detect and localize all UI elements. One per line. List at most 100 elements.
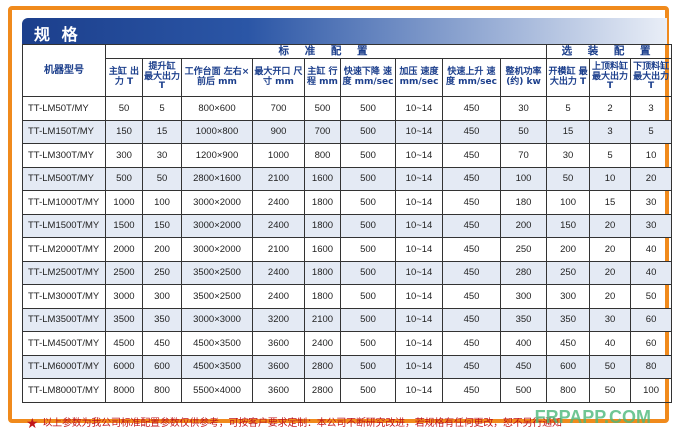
value-cell: 30 [589,307,632,332]
value-cell: 500 [340,237,396,262]
value-cell: 20 [630,166,673,191]
value-cell: 2100 [304,307,341,332]
value-cell: 450 [442,143,501,168]
value-cell: 4500×3500 [181,331,253,356]
model-cell: TT-LM50T/MY [22,96,106,121]
value-cell: 20 [589,237,632,262]
value-cell: 8000 [105,378,143,403]
model-cell: TT-LM8000T/MY [22,378,106,403]
value-cell: 1800 [304,190,341,215]
value-cell: 450 [499,354,548,379]
value-cell: 30 [142,143,182,168]
value-cell: 300 [546,284,591,309]
value-cell: 2100 [252,237,305,262]
value-cell: 500 [340,378,396,403]
value-cell: 4500 [105,331,143,356]
value-cell: 450 [442,284,501,309]
value-cell: 800×600 [181,96,253,121]
value-cell: 40 [589,331,632,356]
model-cell: TT-LM4500T/MY [22,331,106,356]
value-cell: 10~14 [395,166,443,191]
value-cell: 600 [142,354,182,379]
model-cell: TT-LM2000T/MY [22,237,106,262]
value-cell: 6000 [105,354,143,379]
value-cell: 10~14 [395,284,443,309]
column-header: 上顶料缸 最大出力 T [589,58,632,97]
value-cell: 5 [546,96,591,121]
value-cell: 500 [340,260,396,285]
value-cell: 2800×1600 [181,166,253,191]
value-cell: 450 [442,354,501,379]
table-row: TT-LM8000T/MY 8000 800 5500×4000 3600 2800 500… [22,378,673,403]
table-row: TT-LM300T/MY 300 30 1200×900 1000 800 500 10~14… [22,143,673,168]
value-cell: 10~14 [395,213,443,238]
column-header: 整机功率 (约) kw [499,58,548,97]
section-title: 规 格 [34,25,81,44]
value-cell: 3000×3000 [181,307,253,332]
value-cell: 20 [589,284,632,309]
value-cell: 5500×4000 [181,378,253,403]
value-cell: 500 [499,378,548,403]
value-cell: 450 [142,331,182,356]
value-cell: 2 [589,96,632,121]
value-cell: 40 [630,260,673,285]
model-cell: TT-LM3500T/MY [22,307,106,332]
value-cell: 300 [499,284,548,309]
value-cell: 500 [340,213,396,238]
value-cell: 4500×3500 [181,354,253,379]
column-header: 主缸 出力 T [105,58,143,97]
value-cell: 500 [340,354,396,379]
star-icon: ★ [26,416,39,432]
value-cell: 300 [105,143,143,168]
value-cell: 1600 [304,166,341,191]
value-cell: 250 [142,260,182,285]
value-cell: 500 [340,166,396,191]
value-cell: 3600 [252,354,305,379]
value-cell: 100 [546,190,591,215]
value-cell: 2800 [304,354,341,379]
model-cell: TT-LM150T/MY [22,119,106,144]
value-cell: 1000×800 [181,119,253,144]
value-cell: 10~14 [395,119,443,144]
value-cell: 3 [589,119,632,144]
value-cell: 450 [546,331,591,356]
value-cell: 10~14 [395,143,443,168]
model-cell: TT-LM1000T/MY [22,190,106,215]
value-cell: 450 [442,190,501,215]
value-cell: 300 [142,284,182,309]
value-cell: 20 [589,213,632,238]
value-cell: 3600 [252,378,305,403]
value-cell: 2400 [252,213,305,238]
value-cell: 15 [546,119,591,144]
value-cell: 450 [442,260,501,285]
table-row: TT-LM1000T/MY 1000 100 3000×2000 2400 1800 500… [22,190,673,215]
value-cell: 450 [442,166,501,191]
value-cell: 700 [252,96,305,121]
model-cell: TT-LM2500T/MY [22,260,106,285]
column-header: 提升缸 最大出力 T [142,58,182,97]
column-header: 主缸 行程 mm [304,58,341,97]
value-cell: 250 [546,260,591,285]
value-cell: 500 [340,331,396,356]
value-cell: 900 [252,119,305,144]
value-cell: 3000 [105,284,143,309]
table-row: TT-LM3500T/MY 3500 350 3000×3000 3200 2100 500… [22,307,673,332]
value-cell: 50 [546,166,591,191]
value-cell: 500 [340,143,396,168]
value-cell: 15 [589,190,632,215]
value-cell: 280 [499,260,548,285]
optional-config-header: 选 装 配 置 [546,44,673,59]
column-header: 快速上升 速度 mm/sec [442,58,501,97]
value-cell: 400 [499,331,548,356]
value-cell: 10~14 [395,190,443,215]
value-cell: 1800 [304,260,341,285]
value-cell: 1000 [252,143,305,168]
column-header: 开模缸 最大出力 T [546,58,591,97]
value-cell: 180 [499,190,548,215]
value-cell: 450 [442,96,501,121]
value-cell: 2000 [105,237,143,262]
value-cell: 150 [546,213,591,238]
value-cell: 350 [499,307,548,332]
value-cell: 2100 [252,166,305,191]
value-cell: 2500 [105,260,143,285]
